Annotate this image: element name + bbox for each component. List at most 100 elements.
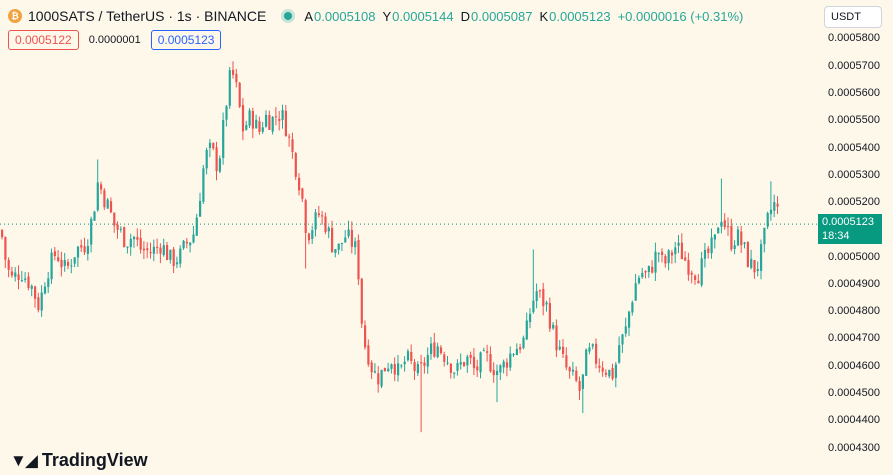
candle-body [324, 216, 327, 233]
candle-body [628, 311, 631, 328]
candle-body [575, 370, 578, 381]
ohlc-open: A0.0005108 [304, 9, 375, 24]
candle-body [370, 362, 373, 373]
candle-body [743, 242, 746, 244]
bid-price-button[interactable]: 0.0005122 [8, 30, 79, 50]
candle-body [443, 354, 446, 362]
candle-body [657, 253, 660, 255]
candle-body [397, 363, 400, 376]
bid-ask-panel: 0.0005122 0.0000001 0.0005123 [8, 30, 222, 50]
candle-body [736, 229, 740, 246]
candle-body [773, 202, 776, 211]
candle-body [703, 249, 707, 259]
last-price-value: 0.0005123 [822, 216, 874, 228]
candle-body [278, 118, 281, 121]
candle-body [750, 258, 753, 268]
candle-body [199, 200, 202, 217]
ohlc-high: Y0.0005144 [382, 9, 453, 24]
candle-body [327, 227, 330, 232]
candle-body [634, 283, 637, 301]
tradingview-logo-icon: ▼◢ [10, 450, 38, 470]
candle-body [482, 350, 485, 352]
candle-body [331, 227, 334, 253]
candle-body [205, 149, 208, 169]
candle-body [667, 250, 670, 264]
candle-body [548, 303, 551, 329]
candle-body [733, 245, 736, 250]
bar-countdown: 18:34 [822, 230, 850, 242]
candle-body [109, 201, 113, 213]
candle-body [720, 221, 723, 227]
candle-body [756, 269, 759, 272]
candle-body [664, 256, 667, 264]
candle-body [47, 278, 50, 287]
candle-body [472, 356, 476, 369]
tradingview-logo[interactable]: ▼◢ TradingView [10, 450, 148, 471]
candle-body [555, 325, 558, 351]
candle-body [608, 369, 611, 377]
candle-body [505, 362, 509, 368]
candle-body [727, 226, 730, 228]
candle-body [129, 238, 132, 248]
candle-body [37, 297, 40, 311]
candle-body [133, 236, 136, 240]
candle-body [604, 372, 608, 375]
candle-body [202, 168, 205, 202]
candle-body [24, 278, 27, 280]
candle-body [651, 266, 654, 273]
candle-body [354, 241, 357, 248]
candle-body [568, 367, 571, 372]
candle-body [486, 351, 489, 353]
candle-body [661, 251, 664, 255]
tradingview-logo-text: TradingView [41, 450, 148, 470]
candle-body [245, 125, 248, 130]
candle-body [380, 369, 383, 387]
candle-body [700, 258, 703, 286]
ohlc-low: D0.0005087 [461, 9, 533, 24]
candle-body [687, 260, 690, 275]
candle-body [30, 285, 33, 289]
candle-body [591, 344, 594, 347]
candle-body [255, 119, 258, 129]
candle-body [373, 371, 377, 373]
ohlc-close-value: 0.0005123 [549, 8, 611, 24]
candle-body [90, 218, 93, 245]
symbol-title[interactable]: 1000SATS / TetherUS · 1s · BINANCE [28, 8, 267, 24]
candle-body [565, 355, 568, 368]
candle-body [654, 251, 657, 273]
candle-body [232, 69, 235, 75]
candle-body [377, 373, 380, 385]
ohlc-open-value: 0.0005108 [314, 8, 376, 24]
candle-body [400, 365, 403, 367]
candle-body [456, 363, 459, 371]
candle-body [420, 362, 423, 364]
candle-body [70, 265, 73, 267]
candle-body [360, 278, 363, 324]
candle-body [172, 249, 175, 266]
candle-body [740, 231, 743, 246]
candle-body [403, 361, 406, 365]
candle-body [680, 242, 683, 260]
candle-body [248, 110, 251, 126]
candle-body [522, 337, 525, 348]
candle-body [83, 246, 86, 253]
candle-body [357, 240, 360, 280]
candle-body [208, 142, 212, 149]
spread-value: 0.0000001 [88, 34, 141, 46]
candle-body [86, 246, 89, 254]
candle-body [152, 246, 155, 254]
ohlc-low-value: 0.0005087 [471, 8, 533, 24]
candle-body [684, 257, 687, 261]
symbol-header: ₿ 1000SATS / TetherUS · 1s · BINANCE A0.… [8, 6, 743, 26]
candle-body [93, 211, 96, 221]
currency-select[interactable]: USDT [824, 6, 882, 28]
candle-body [241, 105, 245, 132]
candle-body [20, 280, 23, 282]
candle-body [624, 326, 627, 334]
ask-price-button[interactable]: 0.0005123 [150, 30, 222, 50]
market-status-icon[interactable] [284, 12, 293, 20]
candle-body [463, 362, 466, 366]
candle-body [80, 245, 83, 248]
candle-body [76, 246, 80, 258]
